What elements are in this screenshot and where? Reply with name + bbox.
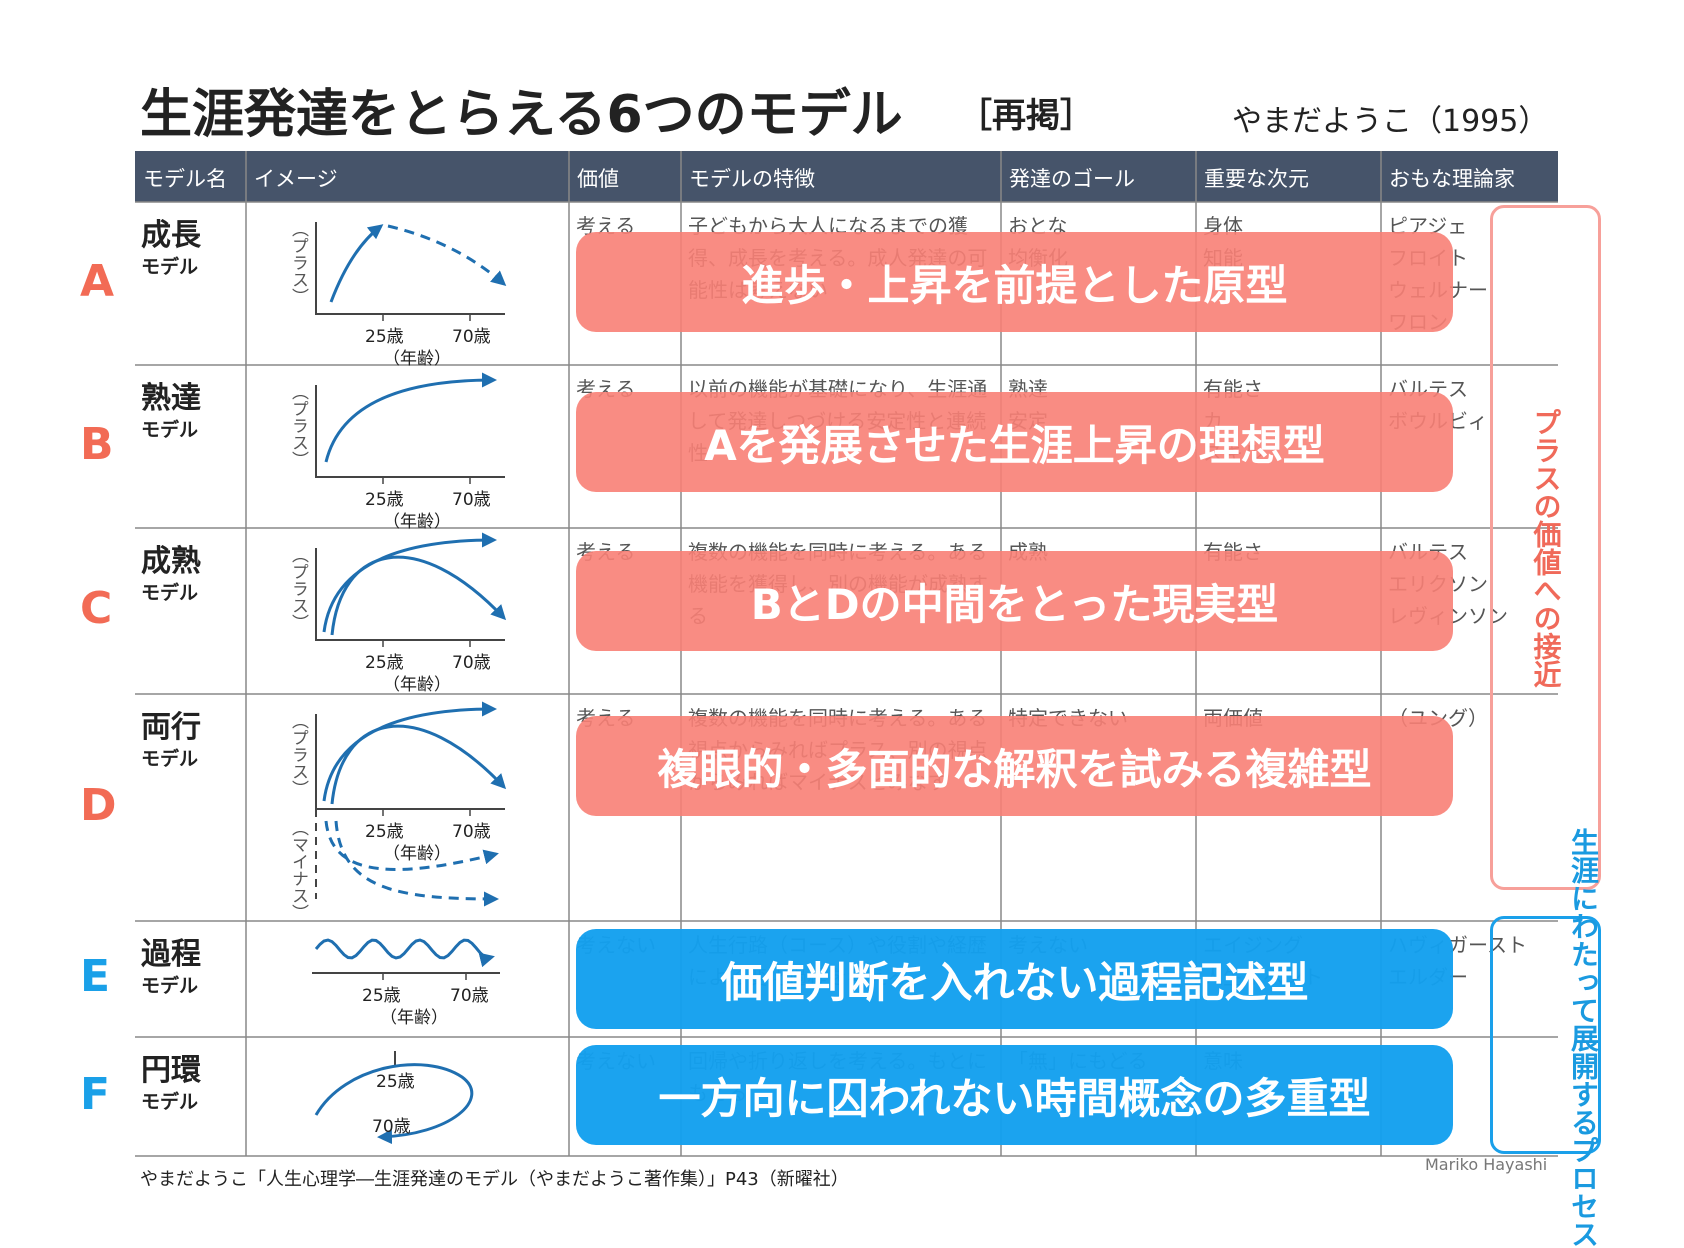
- page: 生涯発達をとらえる6つのモデル ［再掲］ やまだようこ（1995） モデル名 イメ…: [80, 85, 1601, 1248]
- tick-label: 25歳: [365, 653, 404, 673]
- side-note-line: 展開するプロセス: [1567, 1024, 1600, 1248]
- side-note: プラスの価値への接近: [1490, 205, 1601, 890]
- row-letter: B: [80, 418, 114, 470]
- tick-label: 70歳: [452, 327, 491, 347]
- axis: [315, 385, 505, 478]
- curve: [314, 938, 495, 968]
- banner: BとDの中間をとった現実型: [576, 551, 1453, 651]
- axis: [315, 222, 505, 315]
- row-letter: D: [80, 779, 117, 831]
- model-suffix: モデル: [141, 582, 199, 604]
- banner: Aを発展させた生涯上昇の理想型: [576, 392, 1453, 492]
- curve: [324, 372, 497, 463]
- model-suffix: モデル: [141, 419, 199, 441]
- column-header: 発達のゴール: [1009, 167, 1135, 191]
- axis-label: （マイナス）: [288, 819, 308, 921]
- banner: 一方向に囚われない時間概念の多重型: [576, 1045, 1453, 1145]
- side-note: 生涯にわたって 展開するプロセス: [1490, 828, 1601, 1248]
- curve: [330, 555, 507, 636]
- curve: [314, 1063, 474, 1145]
- model-name: 成長: [141, 218, 201, 253]
- tick-label: 25歳: [365, 327, 404, 347]
- tick-label: 70歳: [450, 986, 489, 1006]
- axis-label: （プラス）: [288, 546, 308, 631]
- axis-label: （プラス）: [288, 712, 308, 797]
- curve: [334, 820, 499, 907]
- row-letter: F: [80, 1068, 111, 1120]
- title-note: ［再掲］: [958, 96, 1094, 136]
- axis-label: （年齢）: [383, 844, 451, 864]
- citation: やまだようこ「人生心理学―生涯発達のモデル（やまだようこ著作集）」P43（新曜社…: [140, 1169, 849, 1190]
- axis-label: （年齢）: [383, 512, 451, 532]
- header-bar: [135, 151, 1558, 202]
- banner: 進歩・上昇を前提とした原型: [576, 232, 1453, 332]
- tick-label: 25歳: [365, 822, 404, 842]
- banner: 価値判断を入れない過程記述型: [576, 929, 1453, 1029]
- curve: [330, 724, 507, 805]
- tick-label: 70歳: [372, 1117, 411, 1137]
- row-letter: C: [80, 583, 113, 634]
- model-name: 円環: [141, 1053, 201, 1088]
- tick-label: 70歳: [452, 653, 491, 673]
- column-header: 価値: [577, 167, 619, 191]
- tick-label: 25歳: [376, 1072, 415, 1092]
- curve: [387, 224, 507, 286]
- table-lines: [135, 151, 1558, 1157]
- tick-label: 25歳: [365, 490, 404, 510]
- tick-label: 25歳: [362, 986, 401, 1006]
- credit: Mariko Hayashi: [1425, 1155, 1548, 1174]
- column-header: イメージ: [254, 167, 338, 191]
- side-note-line: 生涯にわたって: [1567, 828, 1600, 1024]
- title: 生涯発達をとらえる6つのモデル: [140, 85, 903, 145]
- model-name: 過程: [141, 937, 201, 972]
- model-name: 熟達: [141, 381, 201, 416]
- model-name: 両行: [141, 710, 201, 745]
- author: やまだようこ（1995）: [1232, 104, 1549, 139]
- side-note-line: プラスの価値への接近: [1529, 407, 1563, 688]
- column-header: 重要な次元: [1204, 167, 1309, 191]
- axis: [315, 548, 505, 641]
- row-letter: E: [80, 951, 111, 1002]
- axis-label: （年齢）: [383, 349, 451, 369]
- axis-label: （プラス）: [288, 383, 308, 468]
- model-suffix: モデル: [141, 256, 199, 278]
- axis-label: （プラス）: [288, 220, 308, 305]
- model-suffix: モデル: [141, 1091, 199, 1113]
- column-header: モデルの特徴: [689, 167, 815, 191]
- axis-label: （年齢）: [380, 1008, 448, 1028]
- curve: [329, 224, 384, 303]
- axis-label: （年齢）: [383, 675, 451, 695]
- model-suffix: モデル: [141, 975, 199, 997]
- model-name: 成熟: [141, 544, 201, 579]
- curve: [324, 820, 499, 871]
- column-header: おもな理論家: [1389, 167, 1515, 191]
- tick-label: 70歳: [452, 490, 491, 510]
- banner: 複眼的・多面的な解釈を試みる複雑型: [576, 716, 1453, 816]
- column-header: モデル名: [143, 167, 227, 191]
- tick-label: 70歳: [452, 822, 491, 842]
- model-suffix: モデル: [141, 748, 199, 770]
- row-letter: A: [80, 255, 115, 307]
